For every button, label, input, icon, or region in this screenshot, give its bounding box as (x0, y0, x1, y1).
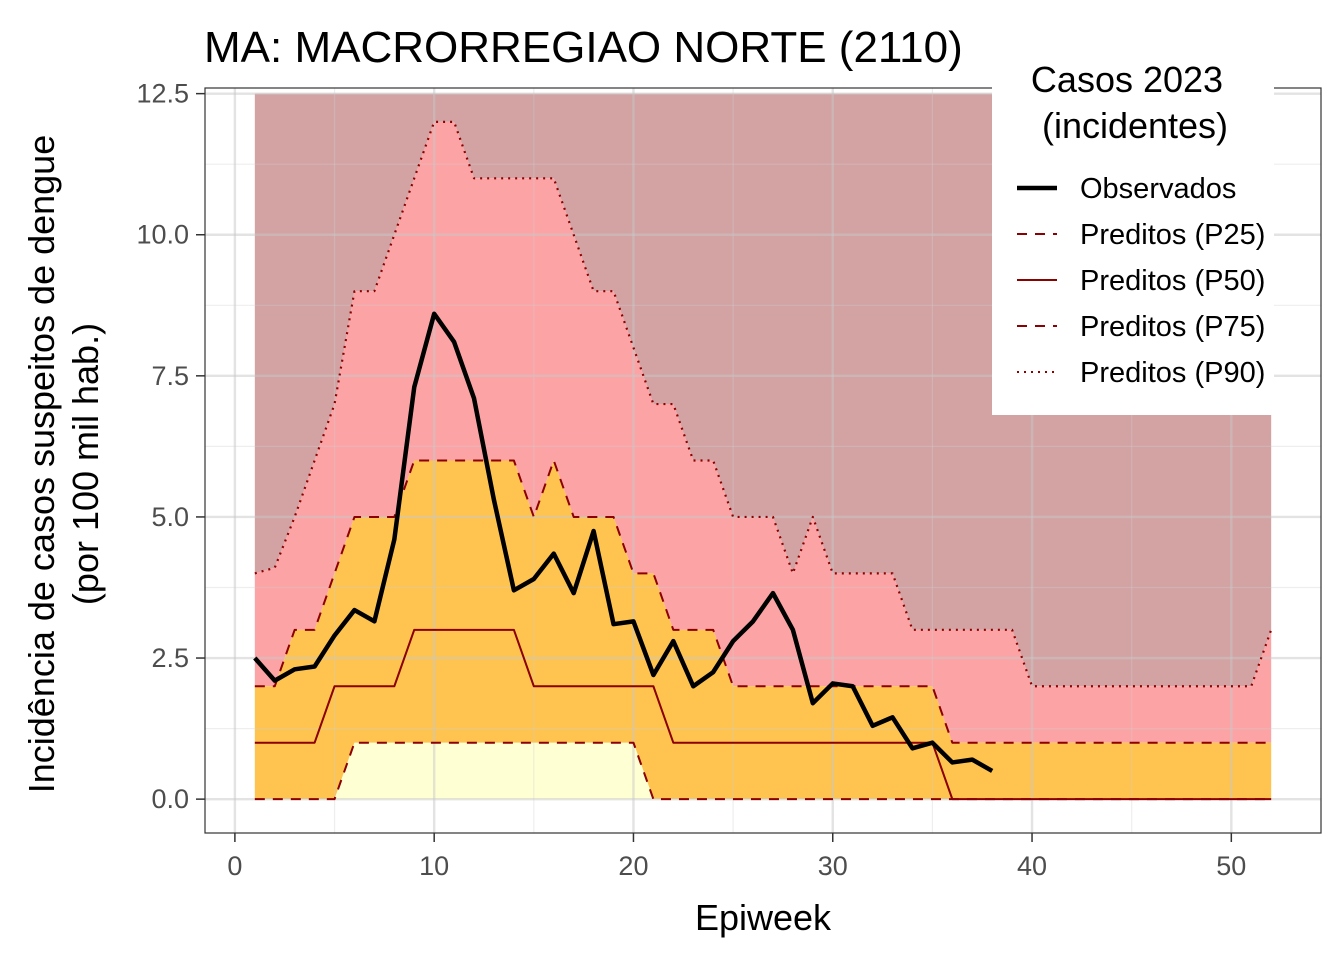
chart-title: MA: MACRORREGIAO NORTE (2110) (204, 23, 963, 72)
y-tick-label: 0.0 (151, 784, 189, 814)
legend-label-3: Preditos (P50) (1080, 265, 1265, 297)
legend-label-5: Preditos (P90) (1080, 357, 1265, 389)
band-below-p25 (254, 742, 1272, 800)
x-tick-label: 20 (618, 851, 648, 881)
y-tick-label: 10.0 (136, 220, 189, 250)
band-p75-p90 (254, 121, 1272, 743)
y-axis-label-line2: (por 100 mil hab.) (65, 323, 106, 605)
legend-title-line2: (incidentes) (1042, 105, 1228, 146)
y-tick-label: 2.5 (151, 643, 189, 673)
y-axis-label-line1: Incidência de casos suspeitos de dengue (21, 135, 62, 793)
y-axis: 0.0 2.5 5.0 7.5 10.0 12.5 (136, 79, 205, 814)
y-tick-label: 12.5 (136, 79, 189, 109)
x-tick-label: 0 (227, 851, 242, 881)
x-tick-label: 30 (818, 851, 848, 881)
legend-title-line1: Casos 2023 (1031, 59, 1223, 100)
band-p25-p75 (254, 460, 1272, 800)
x-axis-label: Epiweek (695, 897, 832, 938)
legend: Casos 2023 (incidentes) Observados Predit… (992, 52, 1274, 415)
series-lines (253, 120, 1273, 801)
legend-label-2: Preditos (P25) (1080, 219, 1265, 251)
y-tick-label: 5.0 (151, 502, 189, 532)
legend-entries: Observados Preditos (P25) Preditos (P50) Pr… (1017, 173, 1265, 389)
legend-label-4: Preditos (P75) (1080, 311, 1265, 343)
x-axis: 0 10 20 30 40 50 (227, 833, 1246, 881)
x-tick-label: 10 (419, 851, 449, 881)
y-axis-label: Incidência de casos suspeitos de dengue … (21, 135, 106, 793)
x-tick-label: 50 (1216, 851, 1246, 881)
plot-panel-border (204, 87, 1322, 834)
legend-label-1: Observados (1080, 173, 1236, 205)
y-tick-label: 7.5 (151, 361, 189, 391)
series-line-preditos-p50 (254, 628, 1272, 801)
series-line-preditos-p75 (254, 459, 1272, 744)
series-line-observados (253, 311, 994, 773)
x-tick-label: 40 (1017, 851, 1047, 881)
